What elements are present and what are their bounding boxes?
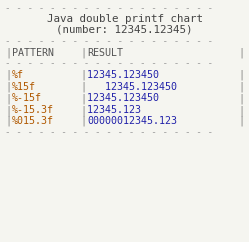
Text: |: |: [238, 116, 244, 127]
Text: 12345.123450: 12345.123450: [87, 93, 177, 103]
Text: - - - - - - - - - - - - - - - - - - -: - - - - - - - - - - - - - - - - - - -: [5, 128, 213, 137]
Text: %-15.3f: %-15.3f: [12, 105, 54, 115]
Text: %15f: %15f: [12, 82, 36, 92]
Text: |: |: [80, 116, 86, 127]
Text: %f: %f: [12, 70, 24, 80]
Text: - - - - - - - - - - - - - - - - - - -: - - - - - - - - - - - - - - - - - - -: [5, 4, 213, 13]
Text: |: |: [238, 70, 244, 81]
Text: |: |: [238, 48, 244, 59]
Text: |: |: [80, 93, 86, 104]
Text: - - - - - - - - - - - - - - - - - - -: - - - - - - - - - - - - - - - - - - -: [5, 59, 213, 68]
Text: (number: 12345.12345): (number: 12345.12345): [56, 25, 193, 35]
Text: |: |: [5, 105, 11, 115]
Text: %015.3f: %015.3f: [12, 116, 54, 126]
Text: RESULT: RESULT: [87, 48, 123, 58]
Text: Java double printf chart: Java double printf chart: [47, 14, 202, 24]
Text: |: |: [80, 70, 86, 81]
Text: |: |: [238, 82, 244, 92]
Text: |: |: [238, 93, 244, 104]
Text: |: |: [5, 93, 11, 104]
Text: 00000012345.123: 00000012345.123: [87, 116, 177, 126]
Text: |: |: [80, 82, 86, 92]
Text: 12345.123450: 12345.123450: [87, 70, 177, 80]
Text: |: |: [5, 70, 11, 81]
Text: %-15f: %-15f: [12, 93, 42, 103]
Text: 12345.123450: 12345.123450: [87, 82, 177, 92]
Text: 12345.123: 12345.123: [87, 105, 177, 115]
Text: |: |: [238, 105, 244, 115]
Text: |: |: [80, 105, 86, 115]
Text: |: |: [5, 48, 11, 59]
Text: |: |: [5, 82, 11, 92]
Text: |: |: [5, 116, 11, 127]
Text: - - - - - - - - - - - - - - - - - - -: - - - - - - - - - - - - - - - - - - -: [5, 37, 213, 46]
Text: |: |: [80, 48, 86, 59]
Text: PATTERN: PATTERN: [12, 48, 54, 58]
